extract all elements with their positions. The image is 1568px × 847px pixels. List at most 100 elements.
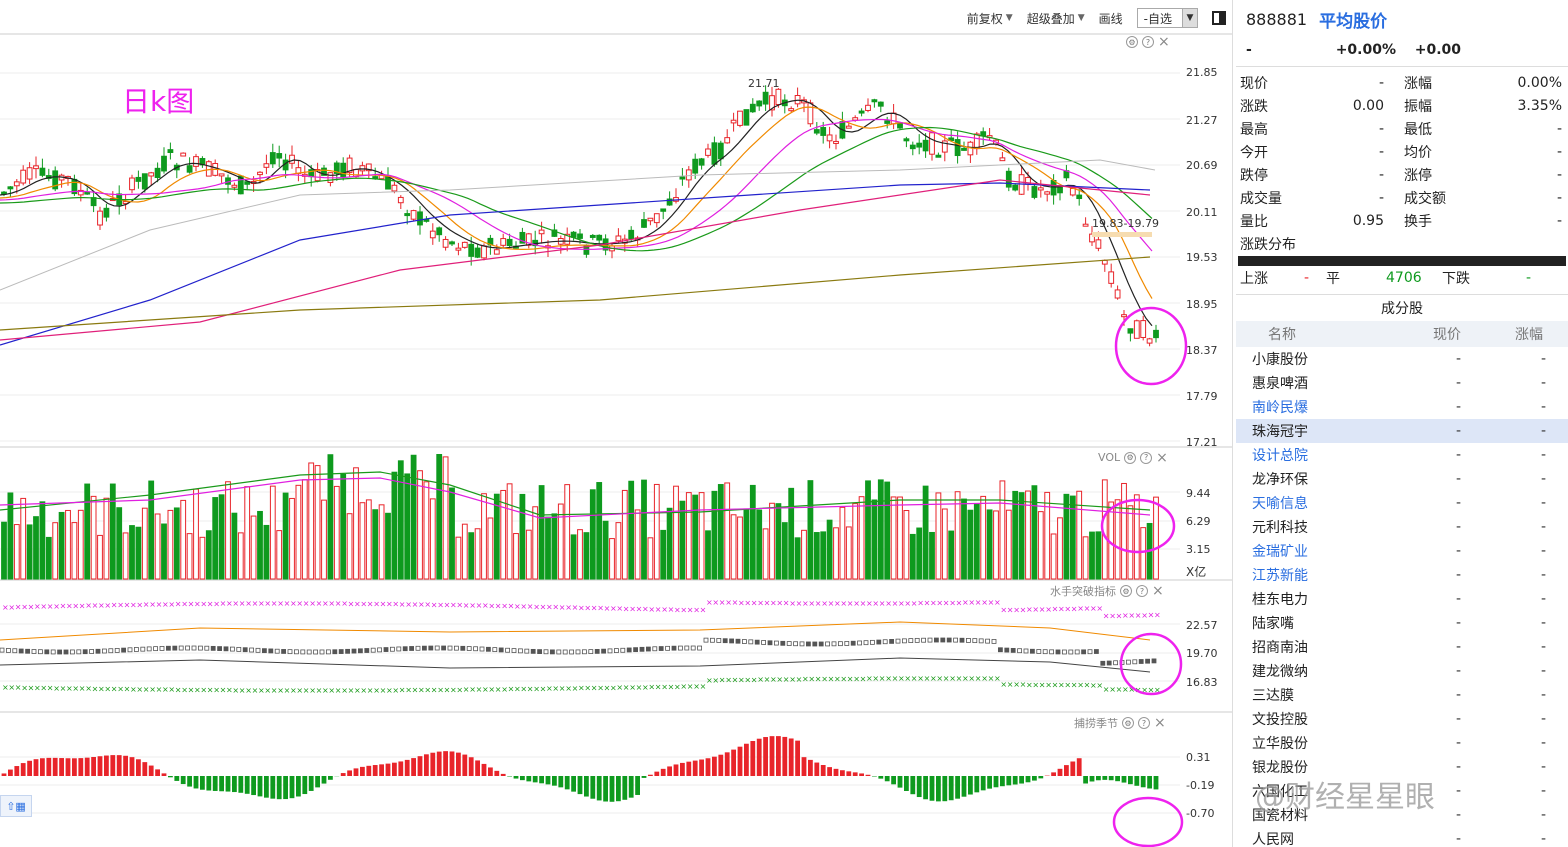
- shuishou-block: [485, 646, 491, 652]
- shuishou-block: [620, 647, 626, 653]
- close-icon[interactable]: ×: [1158, 34, 1170, 50]
- component-name[interactable]: 龙净环保: [1252, 472, 1308, 488]
- component-row[interactable]: 建龙微纳 - -: [1236, 659, 1568, 683]
- component-name[interactable]: 惠泉啤酒: [1252, 376, 1308, 392]
- cross-marker: ×: [642, 605, 649, 614]
- component-row[interactable]: 陆家嘴 - -: [1236, 611, 1568, 635]
- component-row[interactable]: 元利科技 - -: [1236, 515, 1568, 539]
- component-row[interactable]: 文投控股 - -: [1236, 707, 1568, 731]
- settings-icon[interactable]: ⚙: [1124, 451, 1137, 464]
- shuishou-block: [511, 648, 517, 653]
- component-row[interactable]: 天喻信息 - -: [1236, 491, 1568, 515]
- kline-chart[interactable]: ××××××××××××××××××××××××××××××××××××××××…: [0, 0, 1232, 847]
- cross-marker: ×: [424, 686, 431, 695]
- component-name[interactable]: 招商南油: [1252, 640, 1308, 656]
- header-name[interactable]: 名称: [1268, 327, 1296, 343]
- component-change: -: [1540, 495, 1546, 511]
- component-row[interactable]: 三达膜 - -: [1236, 683, 1568, 707]
- component-row[interactable]: 小康股份 - -: [1236, 347, 1568, 371]
- shuishou-block: [569, 649, 574, 655]
- component-row[interactable]: 江苏新能 - -: [1236, 563, 1568, 587]
- quote-value: -: [1556, 120, 1562, 137]
- component-name[interactable]: 元利科技: [1252, 520, 1308, 536]
- help-icon[interactable]: ?: [1136, 585, 1148, 597]
- volume-bar: [1005, 509, 1012, 580]
- volume-bar: [1057, 517, 1063, 580]
- chevron-down-icon[interactable]: ▼: [1182, 9, 1197, 27]
- components-title: 成分股: [1381, 301, 1423, 317]
- volume-bar: [1018, 492, 1025, 580]
- component-name[interactable]: 国瓷材料: [1252, 808, 1308, 824]
- component-name[interactable]: 桂东电力: [1252, 592, 1308, 608]
- component-name[interactable]: 银龙股份: [1252, 760, 1308, 776]
- cross-marker: ×: [988, 674, 995, 683]
- component-row[interactable]: 设计总院 - -: [1236, 443, 1568, 467]
- component-row[interactable]: 惠泉啤酒 - -: [1236, 371, 1568, 395]
- component-name[interactable]: 立华股份: [1252, 736, 1308, 752]
- component-name[interactable]: 设计总院: [1252, 448, 1308, 464]
- cross-marker: ×: [1116, 685, 1123, 694]
- volume-bar: [845, 526, 852, 580]
- component-row[interactable]: 珠海冠宇 - -: [1236, 419, 1568, 443]
- component-row[interactable]: 六国化工 - -: [1236, 779, 1568, 803]
- candle-body: [615, 235, 622, 242]
- settings-icon[interactable]: ⚙: [1126, 36, 1138, 48]
- component-row[interactable]: 桂东电力 - -: [1236, 587, 1568, 611]
- component-name[interactable]: 小康股份: [1252, 352, 1308, 368]
- component-name[interactable]: 南岭民爆: [1252, 400, 1308, 416]
- close-icon[interactable]: ×: [1154, 715, 1166, 731]
- component-name[interactable]: 珠海冠宇: [1252, 424, 1308, 440]
- bulao-bar: [865, 774, 871, 776]
- shuishou-block: [402, 646, 408, 652]
- candle-body: [455, 247, 462, 251]
- close-icon[interactable]: ×: [1156, 449, 1168, 466]
- component-name[interactable]: 建龙微纳: [1252, 664, 1308, 680]
- component-row[interactable]: 国瓷材料 - -: [1236, 803, 1568, 827]
- component-row[interactable]: 金瑞矿业 - -: [1236, 539, 1568, 563]
- chart-area[interactable]: 前复权 ▼ 超级叠加 ▼ 画线 -自选 ▼ × × × × × × × × × × × × × × × × × × × × ×…: [0, 0, 1233, 847]
- overlay-dropdown[interactable]: 超级叠加 ▼: [1027, 10, 1085, 27]
- bulao-bar: [308, 776, 314, 791]
- cross-marker: ×: [136, 685, 143, 694]
- close-icon[interactable]: ×: [1152, 583, 1164, 599]
- candle-body: [813, 129, 820, 134]
- component-price: -: [1455, 831, 1461, 847]
- component-row[interactable]: 人民网 - -: [1236, 827, 1568, 847]
- component-name[interactable]: 六国化工: [1252, 784, 1308, 800]
- component-name[interactable]: 江苏新能: [1252, 568, 1308, 584]
- component-change: -: [1540, 375, 1546, 391]
- vol-ma-line: [0, 477, 1151, 519]
- cross-marker: ×: [309, 686, 316, 695]
- draw-line-button[interactable]: 画线: [1099, 10, 1123, 27]
- help-icon[interactable]: ?: [1140, 451, 1153, 464]
- component-name[interactable]: 文投控股: [1252, 712, 1308, 728]
- float-toggle-icon[interactable]: ⇧▦: [0, 795, 32, 817]
- cross-marker: ×: [866, 599, 873, 608]
- component-row[interactable]: 立华股份 - -: [1236, 731, 1568, 755]
- header-change[interactable]: 涨幅: [1515, 327, 1543, 343]
- layout-toggle-icon[interactable]: [1212, 11, 1226, 25]
- component-row[interactable]: 银龙股份 - -: [1236, 755, 1568, 779]
- watchlist-select[interactable]: -自选 ▼: [1136, 8, 1198, 28]
- component-name[interactable]: 天喻信息: [1252, 496, 1308, 512]
- settings-icon[interactable]: ⚙: [1120, 585, 1132, 597]
- fuquan-dropdown[interactable]: 前复权 ▼: [967, 10, 1013, 27]
- candle-body: [685, 169, 692, 181]
- header-price[interactable]: 现价: [1433, 327, 1461, 343]
- component-row[interactable]: 南岭民爆 - -: [1236, 395, 1568, 419]
- volume-bar: [717, 484, 724, 580]
- component-row[interactable]: 龙净环保 - -: [1236, 467, 1568, 491]
- component-row[interactable]: 招商南油 - -: [1236, 635, 1568, 659]
- component-name[interactable]: 陆家嘴: [1252, 616, 1294, 632]
- bulao-bar: [891, 776, 896, 785]
- component-name[interactable]: 人民网: [1252, 832, 1294, 847]
- shuishou-block: [82, 649, 88, 655]
- settings-icon[interactable]: ⚙: [1122, 717, 1134, 729]
- component-name[interactable]: 三达膜: [1252, 688, 1294, 704]
- component-name[interactable]: 金瑞矿业: [1252, 544, 1308, 560]
- candle-body: [1057, 186, 1063, 194]
- help-icon[interactable]: ?: [1138, 717, 1150, 729]
- volume-bar: [308, 462, 315, 580]
- shuishou-block: [261, 648, 267, 654]
- help-icon[interactable]: ?: [1142, 36, 1154, 48]
